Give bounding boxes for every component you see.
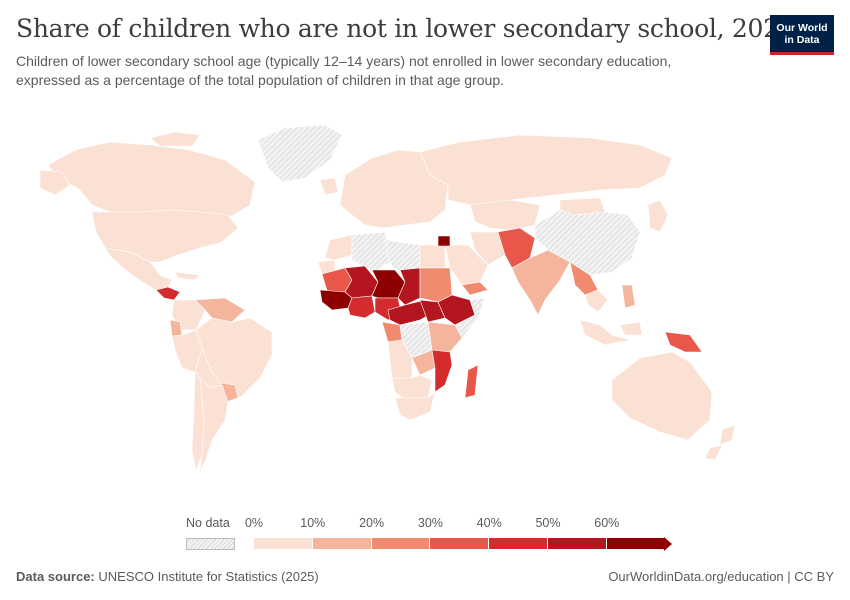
region-japan[interactable]: [647, 199, 669, 233]
region-argentina[interactable]: [199, 377, 229, 471]
region-kazakhstan[interactable]: [469, 199, 541, 231]
region-canada[interactable]: [47, 131, 256, 217]
region-madagascar[interactable]: [464, 364, 479, 399]
region-indonesia[interactable]: [579, 319, 643, 346]
legend-bin-3[interactable]: [430, 538, 490, 549]
region-india[interactable]: [511, 249, 571, 316]
logo-line-1: Our World: [776, 21, 828, 34]
legend-tick-5: 50%: [535, 516, 561, 530]
region-south-africa[interactable]: [394, 391, 436, 421]
region-algeria[interactable]: [351, 231, 391, 273]
legend-tick-6: 60%: [594, 516, 620, 530]
color-legend: No data 0% 10% 20% 30% 40% 50% 60%: [186, 516, 676, 552]
data-source-label: Data source:: [16, 569, 95, 584]
region-cuba[interactable]: [174, 271, 201, 281]
data-source: Data source: UNESCO Institute for Statis…: [16, 569, 319, 584]
region-syria[interactable]: [437, 235, 451, 247]
data-source-text[interactable]: UNESCO Institute for Statistics (2025): [98, 569, 319, 584]
region-morocco[interactable]: [324, 234, 353, 261]
legend-bin-6[interactable]: [606, 538, 666, 549]
region-europe[interactable]: [319, 149, 449, 229]
region-ecuador[interactable]: [169, 319, 183, 337]
footer-link[interactable]: OurWorldinData.org/education | CC BY: [608, 569, 834, 584]
region-namibia-botswana[interactable]: [391, 374, 433, 401]
no-data-label: No data: [186, 516, 230, 530]
region-yemen[interactable]: [461, 281, 489, 296]
legend-arrow-icon: [663, 537, 672, 551]
region-libya[interactable]: [384, 239, 421, 271]
region-new-zealand[interactable]: [704, 424, 736, 461]
legend-bin-2[interactable]: [371, 538, 431, 549]
region-egypt[interactable]: [419, 244, 446, 269]
legend-bin-5[interactable]: [548, 538, 607, 549]
legend-bin-0[interactable]: [254, 538, 313, 549]
region-tanzania-kenya[interactable]: [427, 321, 463, 353]
region-russia[interactable]: [419, 134, 673, 206]
region-vietnam-cambodia[interactable]: [584, 289, 609, 313]
legend-tick-0: 0%: [244, 516, 264, 530]
owid-logo[interactable]: Our World in Data: [770, 15, 834, 55]
legend-bin-4[interactable]: [489, 538, 548, 549]
region-papua-new-guinea[interactable]: [664, 331, 703, 353]
no-data-swatch[interactable]: [186, 538, 235, 550]
region-mozambique-malawi[interactable]: [431, 349, 453, 393]
region-guatemala-honduras[interactable]: [155, 286, 181, 301]
region-greenland[interactable]: [257, 124, 343, 183]
region-chile[interactable]: [191, 371, 205, 472]
legend-bin-1[interactable]: [312, 538, 372, 549]
region-sudan[interactable]: [419, 267, 453, 303]
chart-subtitle: Children of lower secondary school age (…: [16, 53, 672, 88]
region-gabon-congo[interactable]: [381, 321, 403, 343]
chart-title: Share of children who are not in lower s…: [16, 14, 795, 43]
legend-tick-1: 10%: [300, 516, 326, 530]
logo-line-2: in Data: [784, 33, 820, 46]
world-map[interactable]: [0, 120, 850, 510]
legend-tick-4: 40%: [476, 516, 502, 530]
region-australia[interactable]: [611, 351, 713, 441]
legend-tick-2: 20%: [359, 516, 385, 530]
region-philippines[interactable]: [621, 284, 636, 309]
legend-tick-3: 30%: [417, 516, 443, 530]
region-iran[interactable]: [469, 231, 506, 266]
region-angola[interactable]: [387, 339, 413, 379]
region-burkina-ghana[interactable]: [347, 295, 376, 319]
